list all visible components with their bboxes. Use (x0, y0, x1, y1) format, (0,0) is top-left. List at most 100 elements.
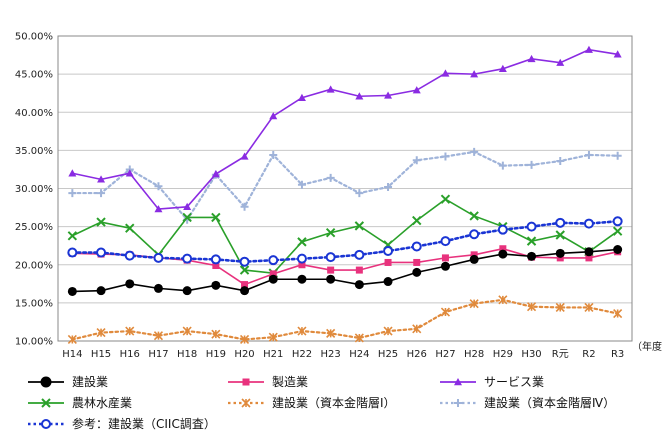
x-tick-label: H15 (91, 349, 111, 360)
data-point (412, 324, 422, 334)
data-point (527, 160, 536, 169)
data-point (125, 326, 135, 336)
legend-label: 農林水産業 (72, 395, 132, 410)
data-point (527, 251, 537, 261)
data-point (555, 302, 565, 313)
legend-swatch-marker (241, 398, 251, 408)
data-point (125, 223, 135, 233)
legend-item: 建設業（資本金階層Ⅰ） (228, 395, 396, 410)
data-point (411, 241, 422, 252)
data-point (68, 169, 77, 177)
data-point (613, 50, 622, 58)
data-point (555, 248, 565, 258)
x-tick-label: R元 (552, 349, 569, 360)
data-point (239, 334, 250, 345)
y-tick-label: 15.00% (15, 298, 53, 309)
x-tick-label: H14 (62, 349, 82, 360)
data-point (183, 202, 192, 210)
x-tick-label: H26 (407, 349, 427, 360)
data-point (470, 251, 478, 259)
data-point (239, 265, 250, 275)
data-point (297, 93, 306, 101)
data-point (153, 331, 164, 341)
data-point (440, 307, 451, 317)
data-point (498, 64, 507, 72)
data-point (67, 247, 78, 258)
data-point (182, 212, 192, 223)
legend-item: 建設業（資本金階層Ⅳ） (440, 395, 615, 410)
data-point (326, 85, 335, 93)
legend-item: 製造業 (228, 375, 308, 389)
data-point (585, 254, 593, 262)
y-tick-label: 30.00% (15, 184, 53, 195)
data-point (555, 217, 566, 228)
data-point (469, 211, 479, 221)
data-point (297, 326, 307, 336)
data-point (412, 215, 422, 226)
data-point (556, 157, 565, 166)
data-point (325, 252, 336, 263)
legend-label: 建設業（資本金階層Ⅳ） (484, 395, 615, 410)
data-point (325, 228, 336, 238)
data-point (470, 147, 479, 156)
x-tick-label: H21 (263, 349, 283, 360)
data-point (412, 86, 421, 94)
data-point (298, 261, 306, 269)
data-point (212, 262, 220, 270)
x-axis-label: （年度） (632, 340, 662, 353)
legend-swatch-marker (41, 419, 51, 429)
legend-item: 農林水産業 (28, 395, 132, 410)
series-line (71, 247, 619, 286)
x-tick-label: H16 (120, 349, 140, 360)
data-point (153, 252, 164, 263)
data-point (182, 253, 193, 264)
data-point (526, 236, 537, 246)
data-point (124, 250, 135, 261)
data-point (326, 173, 335, 182)
legend-swatch-marker (40, 376, 52, 388)
x-tick-label: R2 (582, 349, 595, 360)
x-tick-label: H29 (493, 349, 513, 360)
data-point (441, 69, 450, 77)
x-tick-label: R3 (611, 349, 624, 360)
legend-item: 建設業 (28, 374, 108, 389)
data-point (498, 249, 508, 259)
data-point (97, 189, 106, 198)
data-point (441, 254, 449, 262)
series-5 (68, 147, 622, 224)
data-point (584, 302, 594, 313)
data-point (526, 302, 537, 312)
data-point (97, 175, 106, 183)
x-tick-label: H19 (206, 349, 226, 360)
series-2 (68, 45, 622, 213)
data-point (384, 182, 393, 191)
data-point (354, 280, 364, 290)
data-point (297, 274, 307, 284)
data-point (240, 152, 249, 160)
data-point (268, 332, 278, 342)
y-tick-label: 25.00% (15, 222, 53, 233)
x-tick-label: H28 (464, 349, 484, 360)
data-point (96, 217, 106, 227)
series-6 (67, 216, 623, 267)
data-point (211, 212, 221, 223)
data-point (182, 286, 192, 296)
data-point (96, 286, 106, 296)
data-point (182, 326, 192, 336)
data-point (240, 286, 250, 296)
data-point (613, 308, 623, 319)
data-point (412, 267, 422, 277)
x-tick-label: H24 (349, 349, 369, 360)
data-point (355, 92, 364, 100)
legend-swatch-marker (454, 399, 462, 407)
x-axis-ticks: H14 H15 H16 H17 H18 H19 H20 H21 H22 H23 H24 H25 H26 H… (62, 349, 624, 360)
data-point (469, 254, 479, 264)
x-tick-label: H20 (234, 349, 254, 360)
y-tick-label: 35.00% (15, 146, 53, 157)
series-group (67, 45, 623, 345)
data-point (354, 249, 365, 260)
series-line (71, 298, 619, 341)
legend-swatch-marker (454, 378, 462, 386)
data-point (68, 189, 77, 198)
series-line (71, 198, 619, 274)
